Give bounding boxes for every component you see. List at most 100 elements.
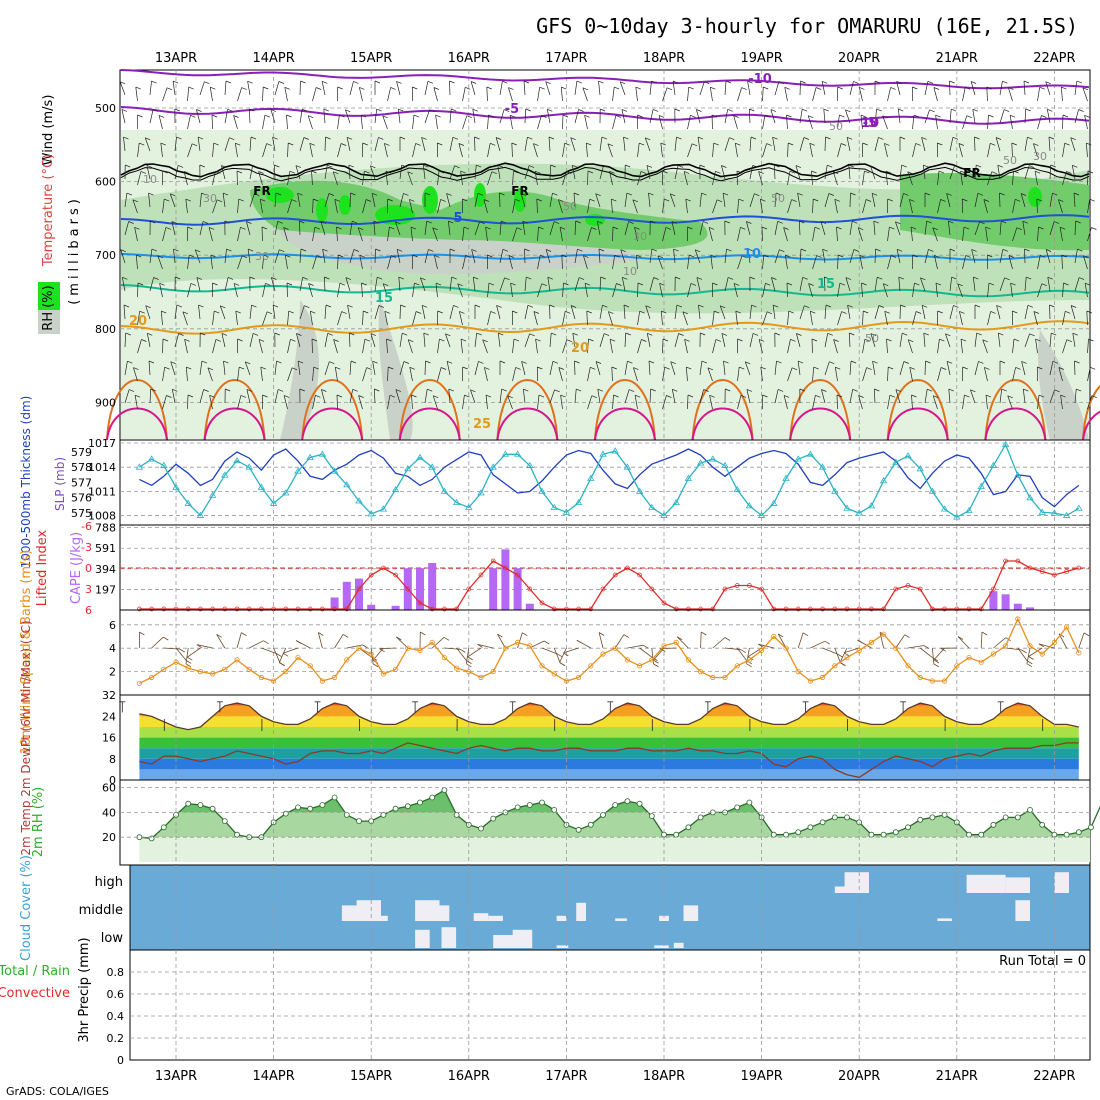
wind-barb-flag [611, 198, 617, 202]
wind-barb-flag [533, 311, 540, 314]
wind-barb-flag [771, 277, 777, 280]
wind-barb-flag [696, 109, 702, 112]
wind-barb [560, 395, 563, 410]
wind-barb-flag [1001, 388, 1007, 392]
tick-label: 0.4 [107, 1010, 125, 1023]
wind-barb [957, 283, 963, 298]
wind-barb [774, 192, 777, 208]
wind10-barb-flag [933, 663, 940, 668]
wind-barb [507, 395, 513, 410]
lifted-marker [149, 606, 154, 612]
wind-barb [337, 254, 339, 270]
wind-barb-flag [620, 249, 626, 253]
wind-barb [1009, 115, 1013, 130]
wind-barb-flag [561, 254, 567, 258]
slp-marker [452, 498, 461, 506]
wind10-marker [990, 651, 997, 657]
wind-barb-flag [738, 198, 744, 202]
wind10-marker [954, 663, 960, 669]
cloud-level-middle: middle [79, 903, 123, 918]
rh2-marker [307, 805, 314, 812]
wind-barb-flag [540, 254, 546, 258]
wind-barb [299, 277, 304, 292]
wind-barb [120, 249, 126, 264]
wind-barb-flag [547, 108, 553, 112]
wind-barb-flag [389, 394, 396, 398]
wind-barb-flag [650, 220, 656, 224]
wind-barb [646, 165, 651, 180]
rh2-marker [783, 831, 789, 838]
wind-barb [486, 86, 488, 102]
wind-barb [446, 361, 451, 376]
wind-barb [359, 87, 363, 102]
wind10-barb [175, 647, 187, 661]
wind-barb-flag [128, 389, 135, 392]
wind-barb-flag [733, 115, 739, 118]
wind-barb-flag [1041, 283, 1047, 287]
wind-barb-flag [657, 255, 664, 259]
wind10-barb-flag [740, 649, 747, 654]
wind-barb [224, 277, 229, 292]
wind-barb [999, 221, 1002, 236]
wind-barb [1045, 81, 1051, 96]
wind-barb-flag [408, 339, 414, 343]
wind-barb [210, 255, 213, 270]
wind-barb [237, 87, 242, 102]
wind-barb [349, 389, 354, 404]
wind-barb-flag [572, 332, 578, 336]
rh-legend-box-grey [38, 310, 60, 334]
wind-barb [912, 311, 917, 326]
wind-barb [212, 143, 215, 158]
wind10-barb-flag [163, 636, 169, 641]
wind-barb [924, 109, 930, 124]
wind-barb [649, 277, 654, 292]
wind-barb [874, 248, 876, 264]
slp-marker [977, 482, 985, 489]
slp-marker [953, 513, 961, 520]
wind-barb [395, 221, 401, 236]
wind10-barb-flag [556, 653, 563, 658]
wind-barb [149, 277, 154, 292]
wind10-barb [465, 647, 470, 664]
wind-barb-flag [697, 136, 704, 140]
wind-barb [199, 389, 204, 404]
wind-barb-flag [595, 361, 602, 364]
wind-barb [982, 339, 988, 354]
wind-barb-flag [246, 221, 252, 224]
wind-barb [521, 361, 526, 376]
tick-label: 2 [109, 666, 116, 679]
wind-barb [587, 199, 591, 214]
wind-barb-flag [266, 311, 273, 315]
wind-barb-flag [190, 283, 197, 286]
wind-barb [737, 255, 743, 270]
wind10-barb [933, 647, 945, 661]
tick-label: 394 [95, 563, 116, 576]
wind-barb-flag [252, 164, 258, 168]
wind-barb [134, 227, 138, 242]
rh2-band [139, 837, 1090, 862]
slp-marker [867, 502, 876, 509]
wind-barb-flag [853, 249, 860, 252]
wind-barb-flag [226, 248, 232, 252]
dewpoint-line [139, 742, 1079, 779]
date-label-top: 16APR [448, 51, 490, 66]
wind-barb [536, 198, 538, 214]
wind-barb-flag [937, 310, 943, 314]
wind-barb [584, 283, 588, 298]
wind-barb [623, 137, 626, 152]
wind10-barb-flag [362, 644, 368, 649]
wind-barb-flag [988, 114, 994, 118]
wind-barb [811, 338, 813, 354]
wind-barb-flag [687, 226, 693, 230]
wind-barb-flag [659, 282, 665, 286]
wind-barb [1058, 367, 1063, 382]
wind-barb [547, 277, 551, 292]
rh-contour-label: 30 [1033, 150, 1047, 163]
wind-barb [799, 248, 802, 264]
wind-barb-flag [308, 115, 314, 119]
lifted-marker [661, 600, 667, 606]
wind-barb-flag [329, 361, 335, 365]
wind-barb [786, 114, 788, 130]
rh2-marker [282, 810, 289, 817]
wind-barb-flag [484, 367, 490, 370]
